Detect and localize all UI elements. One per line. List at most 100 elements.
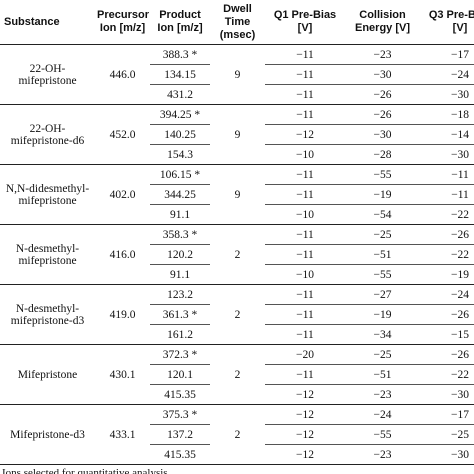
column-header: Q3 Pre-Bias [V] bbox=[420, 0, 474, 45]
value-cell: −26 bbox=[420, 344, 474, 365]
precursor-cell: 433.1 bbox=[95, 404, 150, 465]
value-cell: −18 bbox=[420, 104, 474, 125]
value-cell: −11 bbox=[420, 164, 474, 185]
value-cell: −51 bbox=[345, 244, 420, 265]
value-cell: −11 bbox=[265, 284, 345, 305]
table-row: 361.3 * −11 −19 −26 bbox=[0, 304, 474, 325]
value-cell: −23 bbox=[345, 444, 420, 465]
dwell-cell: 9 bbox=[210, 104, 265, 165]
value-cell: −20 bbox=[265, 344, 345, 365]
precursor-cell: 452.0 bbox=[95, 104, 150, 165]
column-header: Product Ion [m/z] bbox=[150, 0, 210, 45]
dwell-cell: 2 bbox=[210, 224, 265, 285]
substance-cell: N-desmethyl-mifepristone bbox=[0, 224, 95, 285]
product-cell: 91.1 bbox=[150, 264, 210, 285]
substance-cell: 22-OH-mifepristone bbox=[0, 44, 95, 105]
table-row: N-desmethyl-mifepristone 416.0 358.3 * 2 −11… bbox=[0, 224, 474, 285]
substance-cell: N,N-didesmethyl-mifepristone bbox=[0, 164, 95, 225]
value-cell: −26 bbox=[345, 84, 420, 105]
value-cell: −11 bbox=[265, 184, 345, 205]
value-cell: −11 bbox=[265, 304, 345, 325]
value-cell: −11 bbox=[265, 64, 345, 85]
value-cell: −28 bbox=[345, 144, 420, 165]
value-cell: −17 bbox=[420, 404, 474, 425]
column-header: Collision Energy [V] bbox=[345, 0, 420, 45]
product-cell: 120.1 bbox=[150, 364, 210, 385]
value-cell: −55 bbox=[345, 424, 420, 445]
column-header: Substance bbox=[0, 0, 95, 45]
product-cell: 394.25 * bbox=[150, 104, 210, 125]
value-cell: −11 bbox=[265, 44, 345, 65]
product-cell: 91.1 bbox=[150, 204, 210, 225]
table-row: 161.2 −11 −34 −15 bbox=[0, 324, 474, 345]
substance-cell: Mifepristone bbox=[0, 344, 95, 405]
precursor-cell: 416.0 bbox=[95, 224, 150, 285]
table-row: N,N-didesmethyl-mifepristone 402.0 106.15 … bbox=[0, 164, 474, 225]
table-row: 344.25 −11 −19 −11 bbox=[0, 184, 474, 205]
value-cell: −25 bbox=[420, 424, 474, 445]
value-cell: −12 bbox=[265, 384, 345, 405]
dwell-cell: 2 bbox=[210, 404, 265, 465]
table-row: 22-OH-mifepristone 446.0 388.3 * 9 −11 −23 −17 bbox=[0, 44, 474, 105]
product-cell: 120.2 bbox=[150, 244, 210, 265]
product-cell: 137.2 bbox=[150, 424, 210, 445]
dwell-cell: 2 bbox=[210, 284, 265, 345]
value-cell: −11 bbox=[265, 104, 345, 125]
precursor-cell: 419.0 bbox=[95, 284, 150, 345]
value-cell: −26 bbox=[420, 304, 474, 325]
value-cell: −11 bbox=[265, 244, 345, 265]
value-cell: −30 bbox=[420, 84, 474, 105]
value-cell: −30 bbox=[345, 124, 420, 145]
table-row: 431.2 −11 −26 −30 bbox=[0, 84, 474, 105]
value-cell: −19 bbox=[345, 304, 420, 325]
value-cell: −24 bbox=[420, 64, 474, 85]
table-row: 134.15 −11 −30 −24 bbox=[0, 64, 474, 85]
table-row: 154.3 −10 −28 −30 bbox=[0, 144, 474, 165]
product-cell: 388.3 * bbox=[150, 44, 210, 65]
table-row: Mifepristone-d3 433.1 375.3 * 2 −12 −24 −17 bbox=[0, 404, 474, 465]
table-row: 120.1 −11 −51 −22 bbox=[0, 364, 474, 385]
value-cell: −14 bbox=[420, 124, 474, 145]
product-cell: 372.3 * bbox=[150, 344, 210, 365]
value-cell: −11 bbox=[265, 364, 345, 385]
value-cell: −22 bbox=[420, 244, 474, 265]
substance-cell: N-desmethyl-mifepristone-d3 bbox=[0, 284, 95, 345]
table-row: 120.2 −11 −51 −22 bbox=[0, 244, 474, 265]
column-header: Precursor Ion [m/z] bbox=[95, 0, 150, 45]
value-cell: −12 bbox=[265, 424, 345, 445]
table-row: 137.2 −12 −55 −25 bbox=[0, 424, 474, 445]
product-cell: 140.25 bbox=[150, 124, 210, 145]
value-cell: −26 bbox=[345, 104, 420, 125]
column-header: Dwell Time (msec) bbox=[210, 0, 265, 45]
table-row: 415.35 −12 −23 −30 bbox=[0, 384, 474, 405]
value-cell: −11 bbox=[265, 84, 345, 105]
table-row: 91.1 −10 −54 −22 bbox=[0, 204, 474, 225]
value-cell: −55 bbox=[345, 164, 420, 185]
precursor-cell: 446.0 bbox=[95, 44, 150, 105]
product-cell: 123.2 bbox=[150, 284, 210, 305]
value-cell: −15 bbox=[420, 324, 474, 345]
column-header: Q1 Pre-Bias [V] bbox=[265, 0, 345, 45]
product-cell: 415.35 bbox=[150, 384, 210, 405]
value-cell: −30 bbox=[420, 444, 474, 465]
value-cell: −12 bbox=[265, 404, 345, 425]
table-row: 140.25 −12 −30 −14 bbox=[0, 124, 474, 145]
value-cell: −30 bbox=[420, 384, 474, 405]
header-row: Substance Precursor Ion [m/z] Product Ion … bbox=[0, 0, 474, 45]
precursor-cell: 402.0 bbox=[95, 164, 150, 225]
product-cell: 361.3 * bbox=[150, 304, 210, 325]
dwell-cell: 9 bbox=[210, 164, 265, 225]
value-cell: −12 bbox=[265, 124, 345, 145]
product-cell: 344.25 bbox=[150, 184, 210, 205]
value-cell: −24 bbox=[420, 284, 474, 305]
value-cell: −11 bbox=[265, 224, 345, 245]
value-cell: −25 bbox=[345, 224, 420, 245]
value-cell: −51 bbox=[345, 364, 420, 385]
value-cell: −55 bbox=[345, 264, 420, 285]
product-cell: 106.15 * bbox=[150, 164, 210, 185]
product-cell: 415.35 bbox=[150, 444, 210, 465]
footnote: Ions selected for quantitative analysis. bbox=[2, 467, 171, 474]
value-cell: −10 bbox=[265, 204, 345, 225]
